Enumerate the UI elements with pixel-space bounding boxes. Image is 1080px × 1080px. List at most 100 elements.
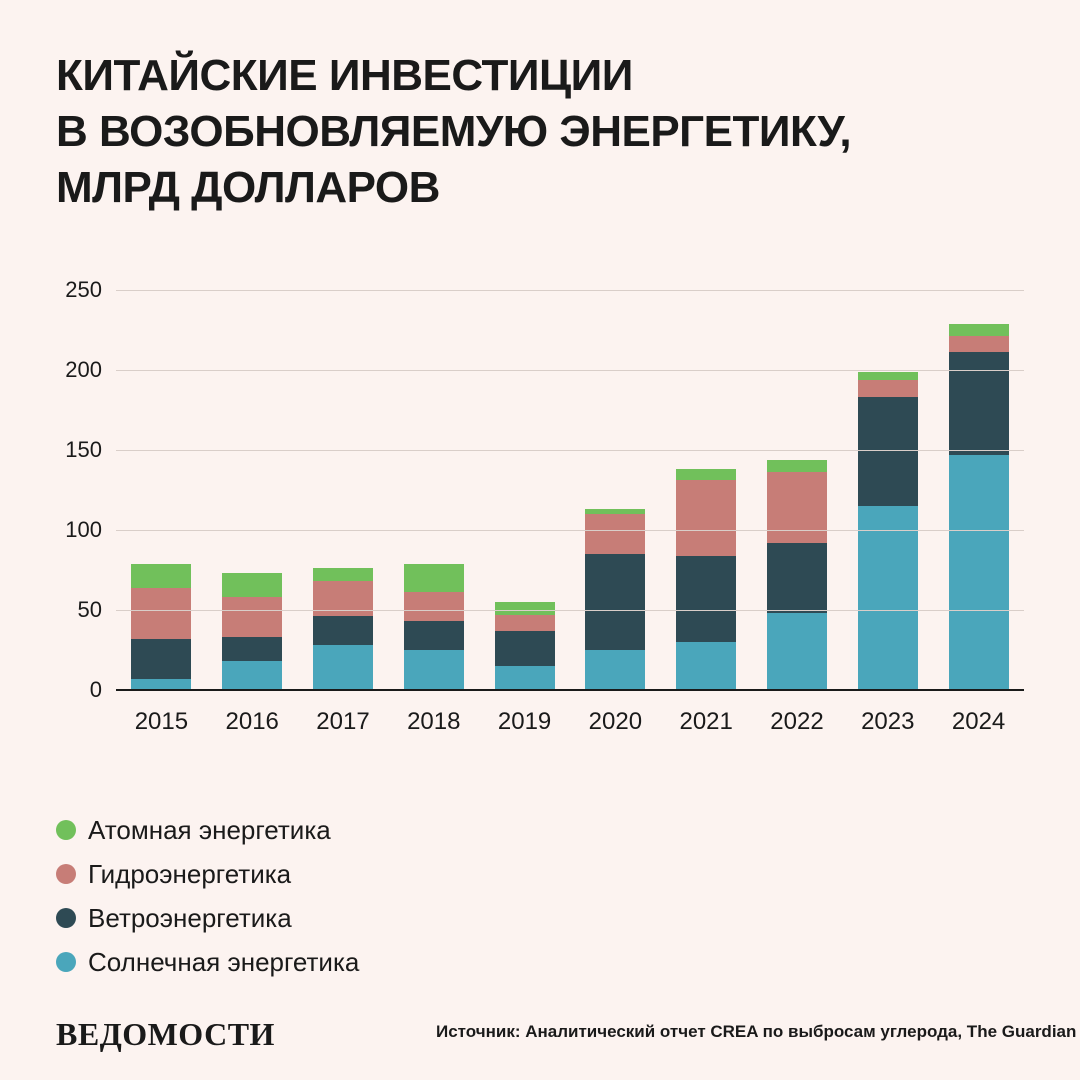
bar-slot: 2022: [752, 290, 843, 690]
bar-slot: 2019: [479, 290, 570, 690]
gridline: [116, 450, 1024, 451]
bar-segment-nuclear: [676, 469, 736, 480]
legend-label: Ветроэнергетика: [88, 903, 292, 934]
bar-segment-wind: [404, 621, 464, 650]
bar-segment-wind: [949, 352, 1009, 454]
plot-area: 2015201620172018201920202021202220232024: [116, 290, 1024, 690]
bar-segment-nuclear: [222, 573, 282, 597]
bar-segment-wind: [585, 554, 645, 650]
x-axis-label: 2021: [679, 708, 732, 736]
bar-slot: 2016: [207, 290, 298, 690]
legend-label: Атомная энергетика: [88, 815, 331, 846]
stacked-bar: [767, 460, 827, 690]
y-axis-label: 100: [56, 517, 102, 543]
x-axis-label: 2022: [770, 708, 823, 736]
gridline: [116, 530, 1024, 531]
stacked-bar: [585, 509, 645, 690]
bar-segment-nuclear: [495, 602, 555, 615]
x-axis-label: 2016: [225, 708, 278, 736]
stacked-bar: [131, 564, 191, 690]
bar-segment-hydro: [222, 597, 282, 637]
x-axis-label: 2015: [135, 708, 188, 736]
legend-swatch: [56, 908, 76, 928]
bar-segment-hydro: [949, 336, 1009, 352]
publisher-logo: ВЕДОМОСТИ: [56, 1016, 275, 1053]
legend-item-nuclear: Атомная энергетика: [56, 808, 359, 852]
x-axis-baseline: [116, 689, 1024, 691]
bar-segment-wind: [495, 631, 555, 666]
legend-label: Гидроэнергетика: [88, 859, 291, 890]
gridline: [116, 370, 1024, 371]
bar-segment-hydro: [404, 592, 464, 621]
chart-title: КИТАЙСКИЕ ИНВЕСТИЦИИ В ВОЗОБНОВЛЯЕМУЮ ЭН…: [56, 48, 851, 216]
bar-segment-solar: [858, 506, 918, 690]
bar-segment-nuclear: [858, 372, 918, 380]
bar-segment-solar: [495, 666, 555, 690]
bar-slot: 2023: [842, 290, 933, 690]
bar-segment-nuclear: [949, 324, 1009, 337]
stacked-bar: [222, 573, 282, 690]
infographic-page: КИТАЙСКИЕ ИНВЕСТИЦИИ В ВОЗОБНОВЛЯЕМУЮ ЭН…: [0, 0, 1080, 1080]
stacked-bar: [676, 469, 736, 690]
bar-segment-hydro: [495, 615, 555, 631]
bar-segment-solar: [949, 455, 1009, 690]
legend-swatch: [56, 820, 76, 840]
chart-container: 2015201620172018201920202021202220232024…: [56, 290, 1024, 690]
stacked-bar-chart: 2015201620172018201920202021202220232024…: [56, 290, 1024, 690]
bar-segment-solar: [222, 661, 282, 690]
x-axis-label: 2018: [407, 708, 460, 736]
bar-segment-hydro: [676, 480, 736, 555]
legend-label: Солнечная энергетика: [88, 947, 359, 978]
x-axis-label: 2024: [952, 708, 1005, 736]
stacked-bar: [313, 568, 373, 690]
bar-slot: 2017: [298, 290, 389, 690]
x-axis-label: 2020: [589, 708, 642, 736]
bar-segment-wind: [676, 556, 736, 642]
legend-item-solar: Солнечная энергетика: [56, 940, 359, 984]
bar-segment-hydro: [313, 581, 373, 616]
y-axis-label: 150: [56, 437, 102, 463]
bar-slot: 2018: [388, 290, 479, 690]
bar-segment-wind: [767, 543, 827, 613]
bar-slot: 2024: [933, 290, 1024, 690]
bar-segment-hydro: [767, 472, 827, 542]
bar-slot: 2020: [570, 290, 661, 690]
legend-swatch: [56, 952, 76, 972]
bar-segment-wind: [313, 616, 373, 645]
source-attribution: Источник: Аналитический отчет CREA по вы…: [436, 1022, 1076, 1042]
bar-segment-wind: [858, 397, 918, 506]
bar-segment-nuclear: [404, 564, 464, 593]
bar-segment-hydro: [585, 514, 645, 554]
bar-segment-wind: [222, 637, 282, 661]
bar-segment-nuclear: [131, 564, 191, 588]
bar-segment-hydro: [858, 380, 918, 398]
bar-segment-solar: [676, 642, 736, 690]
stacked-bar: [495, 602, 555, 690]
stacked-bar: [404, 564, 464, 690]
bar-segment-hydro: [131, 588, 191, 639]
bar-segment-nuclear: [313, 568, 373, 581]
x-axis-label: 2023: [861, 708, 914, 736]
y-axis-label: 50: [56, 597, 102, 623]
bar-segment-wind: [131, 639, 191, 679]
bar-segment-nuclear: [767, 460, 827, 473]
bar-segment-solar: [404, 650, 464, 690]
bar-slot: 2021: [661, 290, 752, 690]
x-axis-label: 2019: [498, 708, 551, 736]
legend: Атомная энергетика Гидроэнергетика Ветроэн…: [56, 808, 359, 984]
bar-segment-solar: [585, 650, 645, 690]
legend-swatch: [56, 864, 76, 884]
y-axis-label: 250: [56, 277, 102, 303]
bar-segment-solar: [767, 613, 827, 690]
bar-segment-solar: [313, 645, 373, 690]
bars-group: 2015201620172018201920202021202220232024: [116, 290, 1024, 690]
y-axis-label: 0: [56, 677, 102, 703]
legend-item-hydro: Гидроэнергетика: [56, 852, 359, 896]
legend-item-wind: Ветроэнергетика: [56, 896, 359, 940]
gridline: [116, 290, 1024, 291]
y-axis-label: 200: [56, 357, 102, 383]
stacked-bar: [949, 324, 1009, 690]
bar-slot: 2015: [116, 290, 207, 690]
gridline: [116, 610, 1024, 611]
x-axis-label: 2017: [316, 708, 369, 736]
